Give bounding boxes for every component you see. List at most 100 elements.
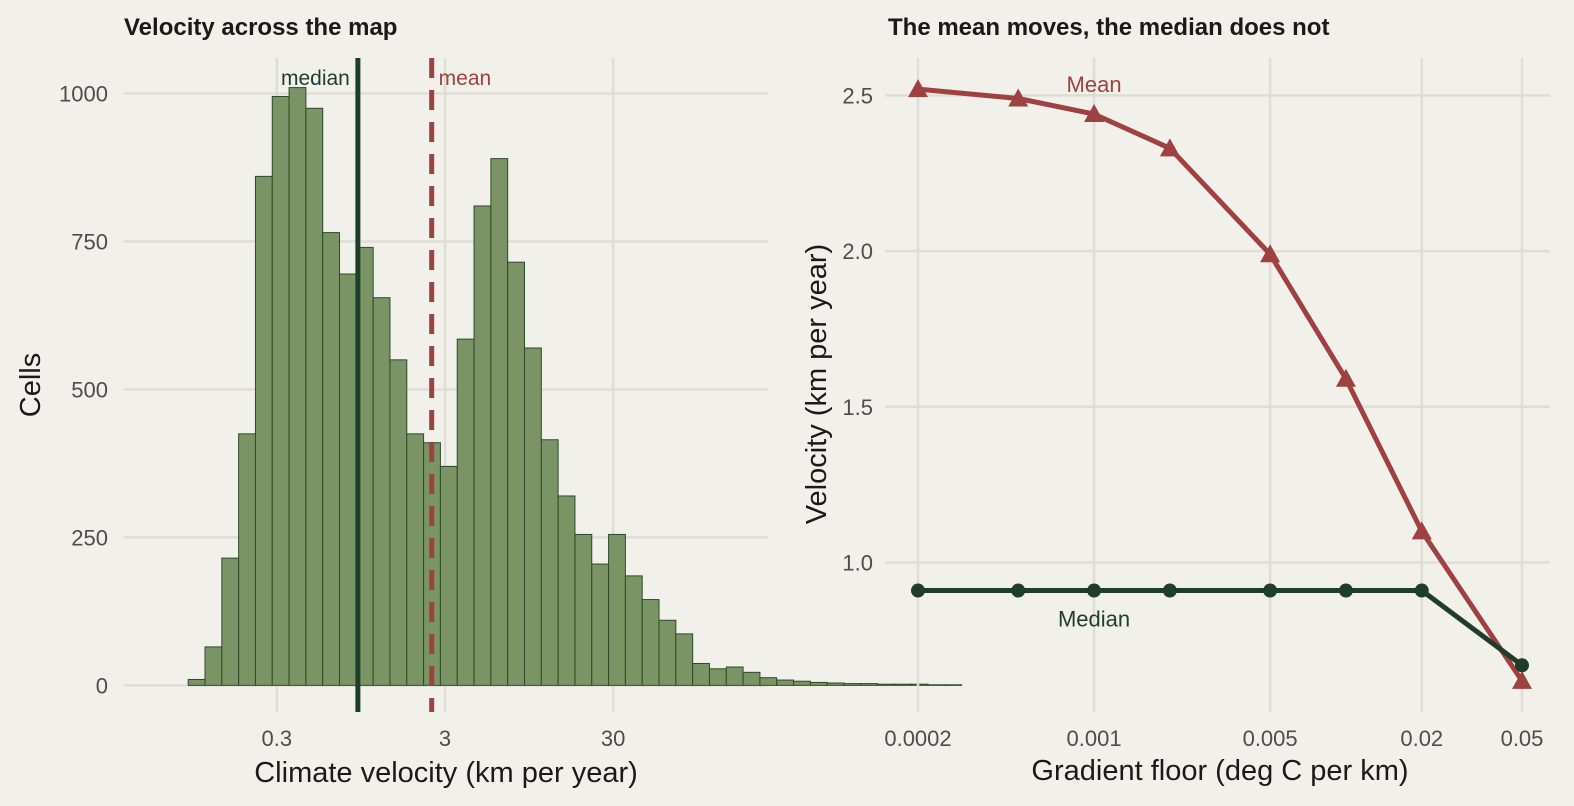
histogram-bar: [254, 175, 273, 686]
line-x-axis-label: Gradient floor (deg C per km): [1031, 755, 1408, 787]
mean-point: [1008, 88, 1029, 107]
histogram-bar: [339, 273, 357, 686]
histogram-bar: [793, 680, 811, 686]
histogram-bar: [406, 433, 425, 686]
line-panel: The mean moves, the median does not Mean…: [801, 14, 1550, 787]
histogram-bar: [305, 107, 324, 686]
histogram-bar: [675, 633, 694, 686]
histogram-bar: [540, 439, 559, 686]
histogram-bar: [742, 671, 761, 686]
mean-point: [1260, 244, 1281, 263]
histogram-bar: [692, 662, 710, 686]
mean-point: [1335, 368, 1356, 387]
histogram-y-ticks: 0 250 500 750 1000: [59, 82, 108, 699]
median-point: [1162, 583, 1177, 598]
histogram-bar: [288, 87, 307, 686]
histogram-bar: [523, 347, 542, 686]
histogram-bar: [439, 465, 458, 686]
histogram-bar: [372, 297, 391, 686]
mean-label: mean: [439, 67, 492, 90]
histogram-bar: [591, 563, 610, 686]
histogram-y-axis-label: Cells: [15, 353, 47, 417]
histogram-x-ticks: 0.3 3 30: [262, 726, 626, 751]
median-point: [1414, 583, 1429, 598]
histogram-bar: [776, 679, 795, 686]
line-y-tick-label: 2.0: [842, 239, 873, 264]
histogram-bar: [927, 684, 946, 686]
histogram-bar: [608, 533, 626, 686]
histogram-y-tick-label: 1000: [59, 82, 108, 107]
line-y-axis-label: Velocity (km per year): [801, 244, 833, 524]
mean-point: [908, 79, 928, 98]
histogram-bar: [389, 359, 408, 686]
median-point: [1263, 583, 1278, 598]
histogram-x-tick-label: 0.3: [262, 726, 293, 751]
histogram-reference-lines: median mean: [281, 58, 491, 712]
histogram-bar: [658, 619, 677, 686]
histogram-x-tick-label: 30: [601, 726, 625, 751]
histogram-y-tick-label: 750: [71, 229, 108, 254]
histogram-bar: [507, 261, 525, 686]
histogram-bar: [944, 684, 963, 686]
line-x-ticks: 0.0002 0.001 0.005 0.02 0.05: [884, 726, 1543, 751]
line-title: The mean moves, the median does not: [888, 14, 1329, 41]
histogram-bar: [221, 557, 240, 686]
histogram-bar: [557, 495, 576, 686]
mean-point: [1411, 521, 1432, 540]
line-series: Mean Median: [908, 72, 1532, 689]
histogram-bar: [473, 205, 492, 686]
histogram-bar: [187, 678, 206, 686]
histogram-bar: [490, 158, 509, 686]
line-x-tick-label: 0.001: [1067, 726, 1122, 751]
median-series-label: Median: [1058, 607, 1130, 632]
median-label: median: [281, 67, 350, 90]
histogram-bar: [204, 646, 223, 686]
line-y-tick-label: 1.0: [842, 551, 873, 576]
median-series-line: [918, 588, 1524, 668]
mean-point: [1159, 138, 1180, 157]
line-x-tick-label: 0.005: [1243, 726, 1298, 751]
histogram-panel: Velocity across the map median mean 0 250 5…: [15, 14, 963, 789]
histogram-bar: [624, 575, 643, 686]
histogram-x-axis-label: Climate velocity (km per year): [254, 757, 638, 789]
histogram-bar: [322, 232, 341, 686]
median-point: [1011, 583, 1026, 598]
histogram-title: Velocity across the map: [124, 14, 397, 41]
histogram-bar: [456, 338, 475, 686]
mean-series-line: [917, 86, 1525, 683]
histogram-bar: [238, 433, 256, 686]
histogram-bar: [809, 681, 828, 686]
line-x-tick-label: 0.0002: [884, 726, 951, 751]
mean-point: [1512, 670, 1532, 689]
line-y-tick-label: 1.5: [842, 395, 873, 420]
line-y-tick-label: 2.5: [842, 83, 873, 108]
histogram-bar: [826, 682, 845, 686]
mean-point: [1084, 104, 1105, 123]
histogram-bar: [860, 683, 879, 686]
histogram-bar: [271, 95, 290, 686]
histogram-y-tick-label: 250: [71, 525, 108, 550]
histogram-bar: [877, 683, 895, 686]
line-x-tick-label: 0.02: [1400, 726, 1443, 751]
median-point: [911, 583, 925, 598]
line-y-ticks: 1.0 1.5 2.0 2.5: [842, 83, 873, 575]
median-point: [1087, 583, 1102, 598]
line-x-tick-label: 0.05: [1501, 726, 1544, 751]
histogram-bar: [708, 668, 727, 686]
histogram-x-tick-label: 3: [439, 726, 451, 751]
median-point: [1338, 583, 1353, 598]
histogram-bar: [574, 533, 593, 686]
line-grid: [885, 58, 1550, 712]
histogram-y-tick-label: 500: [71, 377, 108, 402]
median-point: [1515, 658, 1529, 673]
histogram-y-tick-label: 0: [96, 673, 108, 698]
histogram-bar: [759, 677, 778, 686]
histogram-bars: [187, 87, 963, 686]
histogram-bar: [910, 683, 929, 686]
histogram-bar: [843, 683, 862, 686]
histogram-bar: [725, 666, 744, 686]
histogram-bar: [893, 683, 912, 686]
mean-series-label: Mean: [1067, 72, 1122, 97]
histogram-bar: [641, 599, 660, 686]
